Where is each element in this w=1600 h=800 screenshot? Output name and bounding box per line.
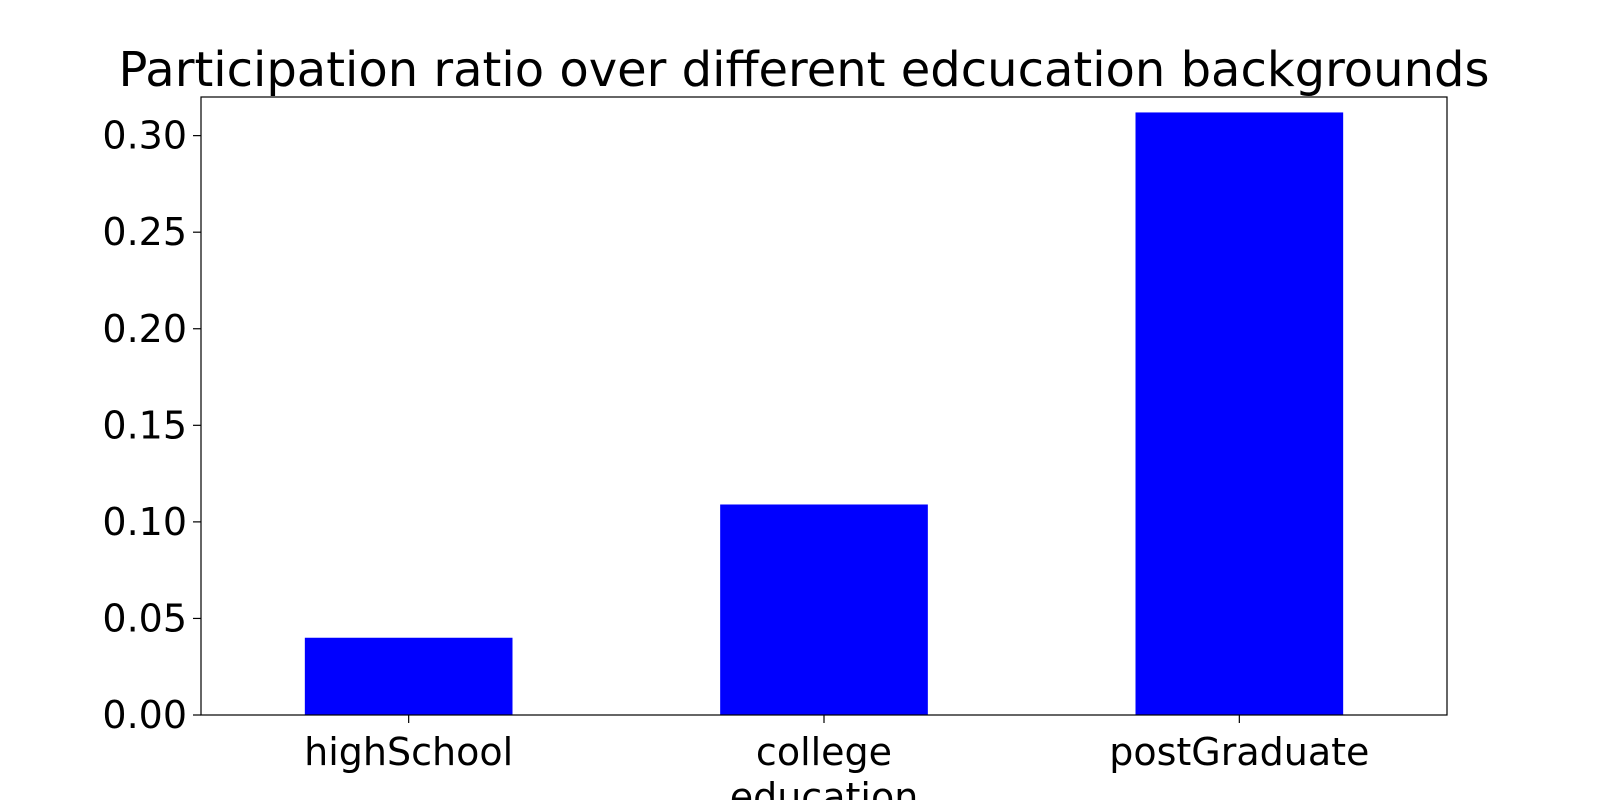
y-tick-label: 0.25	[102, 210, 187, 254]
x-tick-label: postGraduate	[1109, 730, 1369, 774]
x-tick-label: college education	[730, 730, 919, 800]
x-tick-label: highSchool	[304, 730, 513, 774]
y-tick-label: 0.00	[102, 693, 187, 737]
y-tick-label: 0.10	[102, 500, 187, 544]
y-tick-label: 0.05	[102, 596, 187, 640]
y-tick-label: 0.15	[102, 403, 187, 447]
bar-college-education	[720, 504, 928, 715]
x-axis: highSchool college education postGraduate	[304, 715, 1369, 800]
y-tick-label: 0.20	[102, 307, 187, 351]
y-axis: 0.00 0.05 0.10 0.15 0.20 0.25 0.30	[102, 114, 201, 737]
bars-group	[304, 112, 1344, 715]
chart-title: Participation ratio over different edcuc…	[119, 42, 1490, 98]
bar-highSchool	[304, 637, 513, 715]
y-tick-label: 0.30	[102, 114, 187, 158]
bar-postGraduate	[1135, 112, 1344, 715]
